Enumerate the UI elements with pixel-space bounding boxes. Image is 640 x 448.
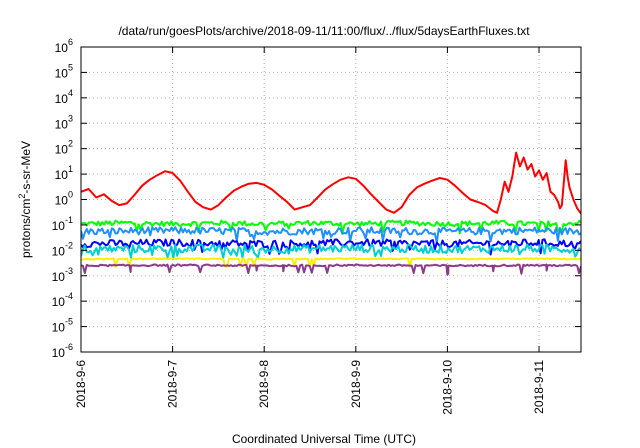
y-tick-label: 105 [55,62,73,80]
series-line-3 [81,238,581,256]
y-tick-label: 104 [55,88,73,106]
y-tick-exponent: 4 [68,88,73,98]
x-tick-label: 2018-9-11 [532,360,546,414]
y-tick-label: 100 [55,190,73,208]
series-line-0 [81,151,581,215]
y-tick-exponent: 0 [68,190,73,200]
series-line-4 [81,243,581,261]
y-tick-label: 10-5 [52,317,73,335]
grid-layer [81,47,581,352]
y-tick-label: 106 [55,37,73,55]
y-tick-label: 10-4 [52,291,73,309]
y-tick-exponent: -4 [65,291,73,301]
y-tick-exponent: -5 [65,317,73,327]
x-tick-label: 2018-9-9 [349,360,363,408]
x-tick-label: 2018-9-7 [166,360,180,408]
x-tick-label: 2018-9-8 [257,360,271,408]
y-tick-exponent: -6 [65,342,73,352]
x-axis: 2018-9-6 2018-9-7 2018-9-8 2018-9-9 2018-9-1… [74,47,546,415]
y-tick-label: 10-3 [52,266,73,284]
y-tick-label: 103 [55,113,73,131]
y-tick-exponent: -3 [65,266,73,276]
y-tick-exponent: 1 [68,164,73,174]
y-tick-exponent: -2 [65,240,73,250]
x-tick-label: 2018-9-10 [440,360,454,415]
series-line-6 [81,263,581,276]
y-tick-label: 10-6 [52,342,73,360]
chart-title: /data/run/goesPlots/archive/2018-09-11/1… [118,24,530,38]
y-tick-exponent: 5 [68,62,73,72]
series-layer [81,151,581,276]
y-tick-label: 10-1 [52,215,73,233]
series-line-1 [81,219,581,235]
y-axis: 10-610-510-410-310-210-11001011021031041… [52,37,581,360]
y-tick-exponent: 6 [68,37,73,47]
y-axis-label: protons/cm2-s-sr-MeV [17,141,33,258]
y-tick-label: 10-2 [52,240,73,258]
y-tick-exponent: -1 [65,215,73,225]
x-axis-label: Coordinated Universal Time (UTC) [232,432,416,446]
y-tick-exponent: 2 [68,139,73,149]
series-line-5 [81,257,581,269]
y-tick-exponent: 3 [68,113,73,123]
y-tick-label: 102 [55,139,73,157]
series-line-2 [81,226,581,244]
y-tick-label: 101 [55,164,73,182]
x-tick-label: 2018-9-6 [74,360,88,408]
